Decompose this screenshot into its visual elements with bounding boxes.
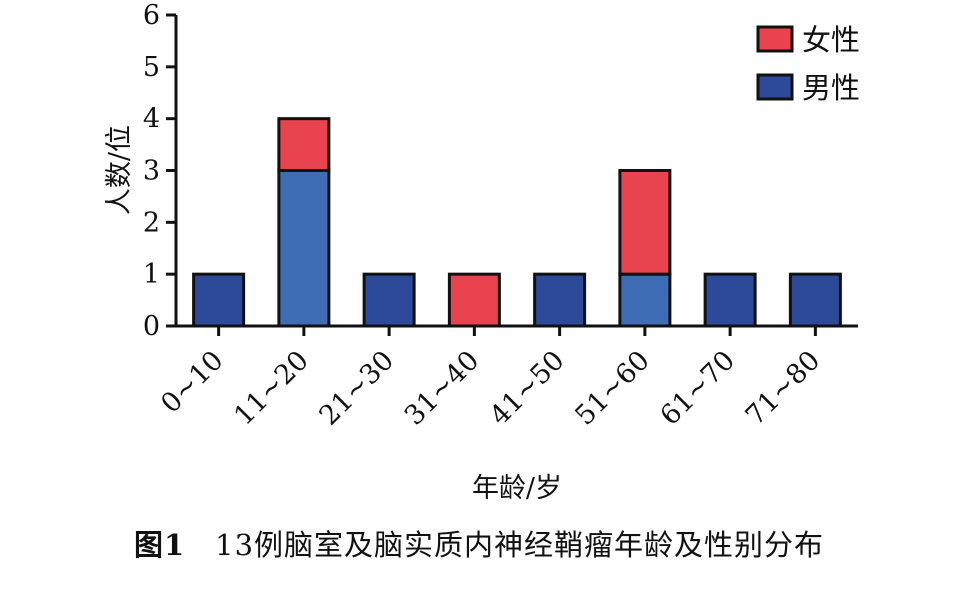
y-tick-label: 5 [143,52,160,83]
bars [192,117,842,328]
legend-swatch [756,73,794,101]
bar-male [788,272,842,328]
bar-chart: 0 1 2 3 4 5 6 0~1011~2021~3031~4041~5051~6061~… [104,0,860,504]
bar-female [618,169,672,276]
y-axis-label: 人数/位 [104,125,135,215]
bar-female [447,272,501,328]
y-tick-label: 3 [143,156,160,187]
caption-label: 图1 [133,528,186,562]
legend-swatch [756,25,794,53]
bar-male [192,272,246,328]
y-tick-label: 2 [143,207,160,238]
bar-male [277,169,331,328]
y-tick-label: 6 [143,0,160,31]
bar-male [618,272,672,328]
x-tick-label: 51~60 [569,345,656,432]
y-tick-label: 4 [143,104,160,135]
figure-caption: 图1 13例脑室及脑实质内神经鞘瘤年龄及性别分布 [0,522,958,564]
caption-text: 13例脑室及脑实质内神经鞘瘤年龄及性别分布 [215,528,825,562]
x-tick-label: 21~30 [314,345,401,432]
y-axis: 0 1 2 3 4 5 6 [143,0,178,342]
legend-label: 男性 [802,71,860,105]
x-tick-label: 11~20 [228,345,315,432]
x-tick-label: 0~10 [155,345,229,419]
y-tick-label: 0 [143,311,160,342]
x-tick-label: 41~50 [484,345,571,432]
x-tick-label: 61~70 [655,345,742,432]
y-tick-label: 1 [143,259,160,290]
bar-male [533,272,587,328]
bar-male [703,272,757,328]
x-tick-label: 71~80 [740,345,827,432]
legend-label: 女性 [802,23,860,57]
x-tick-label: 31~40 [399,345,486,432]
bar-male [362,272,416,328]
bar-female [277,117,331,172]
x-axis-label: 年龄/岁 [472,473,562,504]
